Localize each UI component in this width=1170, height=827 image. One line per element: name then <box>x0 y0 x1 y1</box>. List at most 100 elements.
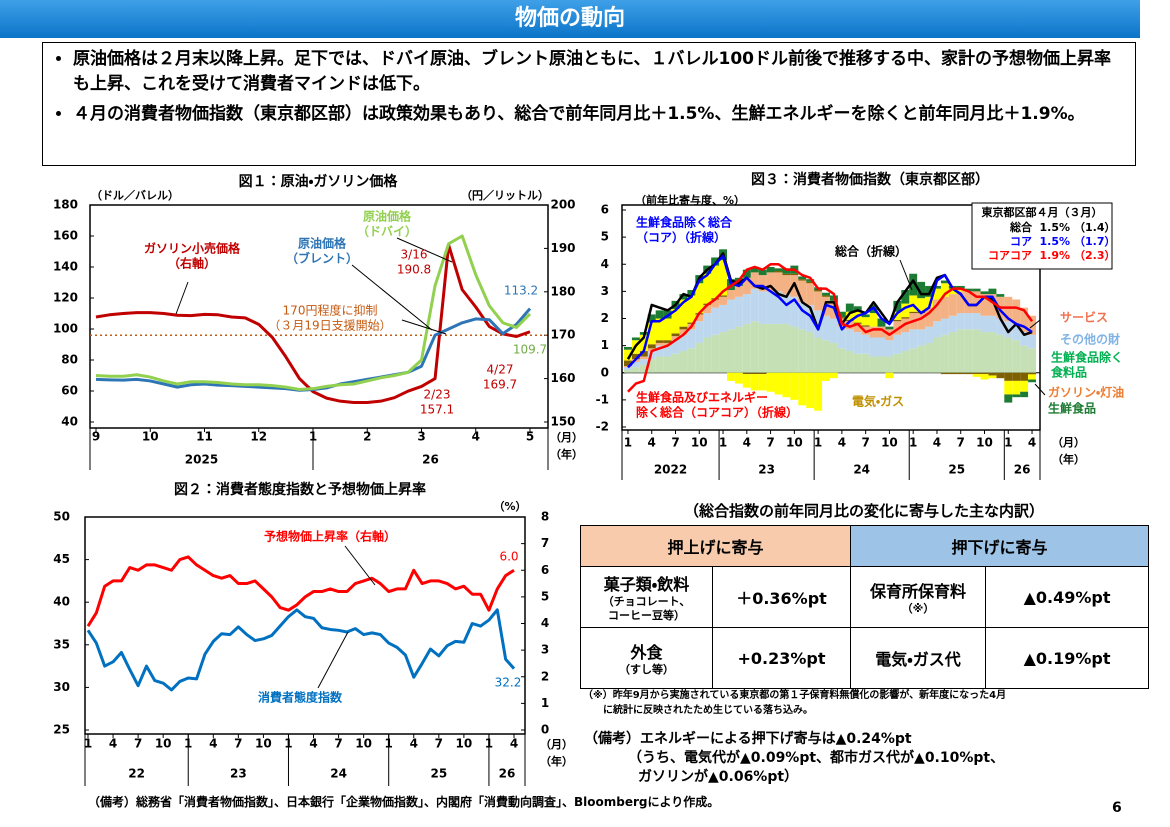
bar-segment <box>988 375 997 379</box>
y-tick-label: 140 <box>53 260 78 274</box>
bar-segment <box>980 315 989 333</box>
bar-segment <box>695 283 704 314</box>
x-group-label: 23 <box>758 463 775 477</box>
bar-segment <box>893 334 902 354</box>
bar-segment <box>711 265 720 299</box>
bar-segment <box>782 294 791 324</box>
bar-segment <box>909 329 918 349</box>
bar-segment <box>1004 321 1013 338</box>
y-tick-label: 5 <box>601 230 609 244</box>
bar-segment <box>655 345 664 357</box>
bar-segment <box>853 323 862 333</box>
bar-segment <box>798 372 807 406</box>
bar-segment <box>830 318 838 343</box>
bar-segment <box>798 276 807 280</box>
y2-tick-label: 5 <box>541 589 549 603</box>
x-tick-label: 11 <box>196 430 213 444</box>
x-group-label: 24 <box>853 463 870 477</box>
bar-segment <box>727 290 735 300</box>
bar-segment <box>909 295 918 312</box>
bar-segment <box>814 310 823 338</box>
bar-segment <box>798 279 807 281</box>
bar-segment <box>695 321 704 343</box>
bar-segment <box>758 275 767 292</box>
x-tick-label: 10 <box>155 737 172 751</box>
bar-segment <box>822 292 830 296</box>
x-tick-label: 9 <box>92 430 100 444</box>
x-group-label: 2025 <box>185 453 218 467</box>
bar-segment <box>877 356 886 373</box>
axis-unit: （年） <box>1052 452 1085 466</box>
bar-segment <box>695 342 704 373</box>
bar-segment <box>727 299 735 330</box>
x-group-label: 26 <box>422 453 439 467</box>
bar-segment <box>766 266 775 273</box>
series-label: 予想物価上昇率（右軸） <box>264 529 396 544</box>
bar-segment <box>948 315 957 333</box>
bar-segment <box>893 300 902 312</box>
table-cell: ＋0.36%pt <box>711 566 852 628</box>
bar-segment <box>1004 296 1013 322</box>
pointer <box>401 319 447 335</box>
bar-segment <box>790 372 799 400</box>
y-tick-label: 160 <box>53 229 78 243</box>
table-cell: +0.23%pt <box>711 627 852 689</box>
y-tick-label: 180 <box>53 198 78 212</box>
bar-segment <box>940 283 949 297</box>
bar-segment <box>909 348 918 373</box>
bar-segment <box>719 304 727 333</box>
bar-segment <box>1028 372 1036 375</box>
x-tick-label: 10 <box>691 436 708 450</box>
bar-segment <box>822 295 830 297</box>
bar-segment <box>742 294 751 324</box>
bar-segment <box>742 269 751 278</box>
item-sub: （チョコレート、 コーヒー豆等） <box>602 595 691 622</box>
bar-segment <box>750 372 759 375</box>
y-tick-label: 25 <box>53 723 70 737</box>
x-tick-label: 4 <box>209 737 217 751</box>
bar-segment <box>1012 394 1021 398</box>
bar-segment <box>917 281 926 299</box>
bar-segment <box>964 372 973 375</box>
bar-segment <box>750 321 759 373</box>
bar-segment <box>996 334 1005 373</box>
bar-segment <box>925 326 933 343</box>
pointer <box>1034 383 1046 396</box>
bar-segment <box>956 372 965 375</box>
bar-segment <box>901 290 910 304</box>
series-label: 生鮮食品及びエネルギー除く総合（コアコア）（折線） <box>636 389 798 419</box>
bar-segment <box>861 334 870 354</box>
y-tick-label: 0 <box>601 365 609 379</box>
bar-segment <box>956 291 965 314</box>
bar-segment <box>663 318 672 341</box>
bar-segment <box>822 340 830 373</box>
y-tick-label: 80 <box>61 353 78 367</box>
bar-segment <box>861 325 870 327</box>
x-tick-label: 10 <box>881 436 898 450</box>
bar-segment <box>774 268 783 272</box>
series-label: 原油価格（ブレント） <box>286 235 358 265</box>
bar-segment <box>1020 345 1029 373</box>
bar-segment <box>655 356 664 373</box>
bar-segment <box>940 334 949 373</box>
table-cell: 電気・ガス代 <box>850 627 987 689</box>
bar-segment <box>1012 323 1021 341</box>
y-tick-label: 35 <box>53 637 70 651</box>
bar-segment <box>814 337 823 373</box>
y-tick-label: 1 <box>601 338 609 352</box>
bar-segment <box>624 349 632 361</box>
bar-segment <box>837 311 846 318</box>
bar-segment <box>742 372 751 375</box>
bar-segment <box>901 351 910 373</box>
bar-segment <box>727 372 735 381</box>
bar-segment <box>940 372 949 375</box>
bar-segment <box>917 345 926 373</box>
bar-segment <box>877 337 886 357</box>
bar-segment <box>647 344 656 349</box>
x-tick-label: 7 <box>766 436 774 450</box>
bar-segment <box>1028 348 1036 373</box>
bar-segment <box>711 299 720 308</box>
x-tick-label: 4 <box>472 430 480 444</box>
series-label: サービス <box>1060 310 1108 325</box>
